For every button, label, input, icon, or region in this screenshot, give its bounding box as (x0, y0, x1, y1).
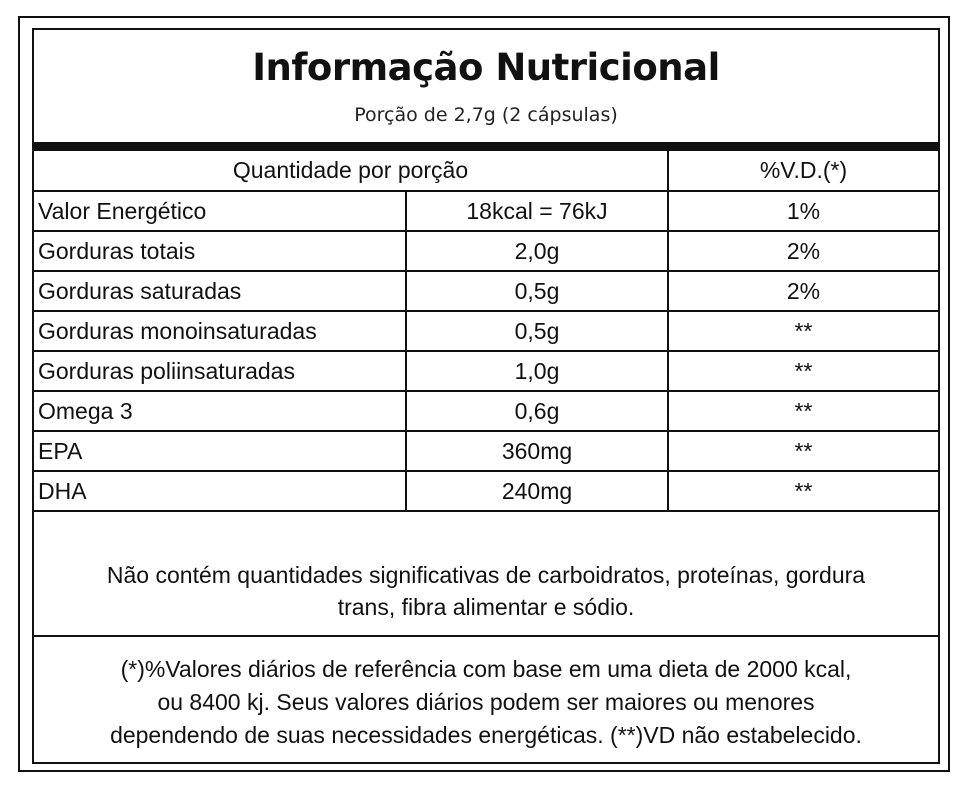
table-row: Valor Energético 18kcal = 76kJ 1% (34, 190, 938, 232)
nutrient-amount: 18kcal = 76kJ (405, 190, 669, 232)
nutrient-dv: ** (667, 430, 938, 472)
nutrient-amount: 360mg (405, 430, 669, 472)
nutrition-table: Quantidade por porção %V.D.(*) Valor Ene… (34, 151, 938, 512)
serving-size: Porção de 2,7g (2 cápsulas) (354, 104, 618, 126)
table-row: Gorduras monoinsaturadas 0,5g ** (34, 310, 938, 352)
table-row: Gorduras poliinsaturadas 1,0g ** (34, 350, 938, 392)
nutrient-name: Gorduras poliinsaturadas (34, 350, 407, 392)
nutrient-dv: ** (667, 390, 938, 432)
nutrient-dv: 2% (667, 230, 938, 272)
footnote-line: ou 8400 kj. Seus valores diários podem s… (157, 689, 815, 715)
footnote-line: dependendo de suas necessidades energéti… (110, 722, 862, 748)
nutrient-dv: 1% (667, 190, 938, 232)
label-title: Informação Nutricional (252, 46, 720, 89)
table-header-row: Quantidade por porção %V.D.(*) (34, 151, 938, 192)
nutrient-name: Gorduras monoinsaturadas (34, 310, 407, 352)
nutrient-name: Gorduras saturadas (34, 270, 407, 312)
nutrient-amount: 1,0g (405, 350, 669, 392)
nutrient-name: EPA (34, 430, 407, 472)
header-quantity: Quantidade por porção (34, 151, 669, 192)
nutrient-name: Gorduras totais (34, 230, 407, 272)
nutrient-dv: ** (667, 350, 938, 392)
nutrient-dv: ** (667, 310, 938, 352)
nutrient-dv: ** (667, 470, 938, 512)
note-line: Não contém quantidades significativas de… (106, 562, 866, 588)
nutrient-amount: 0,5g (405, 270, 669, 312)
nutrition-table-border: Informação Nutricional Porção de 2,7g (2… (32, 28, 940, 764)
nutrition-label: Informação Nutricional Porção de 2,7g (2… (18, 16, 950, 772)
nutrient-amount: 0,6g (405, 390, 669, 432)
table-row: EPA 360mg ** (34, 430, 938, 472)
daily-values-footnote: (*)%Valores diários de referência com ba… (34, 637, 938, 762)
footnote-line: (*)%Valores diários de referência com ba… (120, 656, 852, 682)
nutrient-name: DHA (34, 470, 407, 512)
nutrient-dv: 2% (667, 270, 938, 312)
nutrient-amount: 240mg (405, 470, 669, 512)
header-dv: %V.D.(*) (667, 151, 938, 192)
nutrient-amount: 0,5g (405, 310, 669, 352)
table-row: Omega 3 0,6g ** (34, 390, 938, 432)
note-line: trans, fibra alimentar e sódio. (337, 594, 635, 620)
table-row: DHA 240mg ** (34, 470, 938, 512)
nutrient-name: Valor Energético (34, 190, 407, 232)
nutrient-amount: 2,0g (405, 230, 669, 272)
divider-bar (34, 142, 938, 151)
insignificant-amounts-note: Não contém quantidades significativas de… (34, 551, 938, 637)
table-row: Gorduras totais 2,0g 2% (34, 230, 938, 272)
table-row: Gorduras saturadas 0,5g 2% (34, 270, 938, 312)
nutrient-name: Omega 3 (34, 390, 407, 432)
